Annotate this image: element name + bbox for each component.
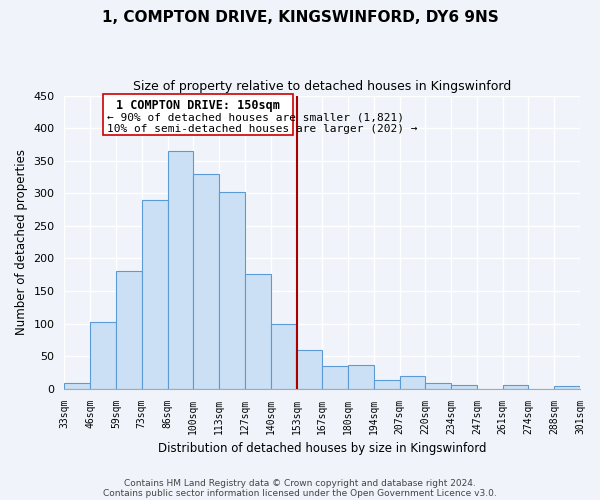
Text: Contains HM Land Registry data © Crown copyright and database right 2024.: Contains HM Land Registry data © Crown c… [124,478,476,488]
Bar [167,151,193,388]
Bar [348,364,374,388]
Bar [296,350,322,389]
Bar [219,192,245,388]
Bar [400,376,425,388]
Bar [503,386,529,388]
Bar [374,380,400,388]
X-axis label: Distribution of detached houses by size in Kingswinford: Distribution of detached houses by size … [158,442,487,455]
Bar [425,384,451,388]
Bar [142,200,167,388]
Bar [245,274,271,388]
Bar [322,366,348,388]
FancyBboxPatch shape [103,94,293,134]
Text: ← 90% of detached houses are smaller (1,821): ← 90% of detached houses are smaller (1,… [107,112,404,122]
Title: Size of property relative to detached houses in Kingswinford: Size of property relative to detached ho… [133,80,511,93]
Bar [451,386,477,388]
Bar [64,384,90,388]
Bar [271,324,296,388]
Text: Contains public sector information licensed under the Open Government Licence v3: Contains public sector information licen… [103,488,497,498]
Text: 1, COMPTON DRIVE, KINGSWINFORD, DY6 9NS: 1, COMPTON DRIVE, KINGSWINFORD, DY6 9NS [101,10,499,25]
Text: 10% of semi-detached houses are larger (202) →: 10% of semi-detached houses are larger (… [107,124,418,134]
Bar [193,174,219,388]
Bar [116,271,142,388]
Y-axis label: Number of detached properties: Number of detached properties [15,149,28,335]
Bar [554,386,580,388]
Bar [90,322,116,388]
Text: 1 COMPTON DRIVE: 150sqm: 1 COMPTON DRIVE: 150sqm [116,99,280,112]
